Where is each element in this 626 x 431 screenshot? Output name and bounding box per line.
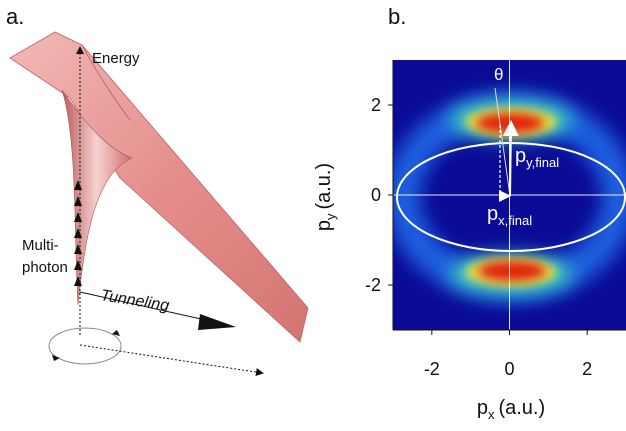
tunneling-arrowhead bbox=[198, 314, 236, 330]
y-axis-label: py (a.u.) bbox=[313, 163, 338, 231]
label-main: p bbox=[313, 220, 335, 231]
label-sub: y bbox=[323, 213, 338, 220]
y-tick-label: -2 bbox=[365, 275, 381, 295]
panel-label: a. bbox=[6, 4, 24, 29]
y-tick-label: 2 bbox=[371, 95, 381, 115]
px-final-label: px,final bbox=[487, 203, 532, 228]
py-final-label: py,final bbox=[515, 145, 559, 170]
py-arrow bbox=[502, 120, 519, 197]
orbit-arrows bbox=[52, 330, 120, 361]
theta-line bbox=[494, 87, 511, 197]
orbit bbox=[48, 327, 122, 365]
multiphoton-label: Multi- photon bbox=[22, 237, 68, 276]
label-main: p bbox=[515, 145, 526, 167]
label-sub: x,final bbox=[498, 213, 532, 228]
tunneling-line bbox=[79, 291, 211, 322]
multiphoton-line: photon bbox=[22, 259, 68, 276]
x-tick-label: 0 bbox=[504, 359, 514, 379]
y-tick-label: 0 bbox=[371, 185, 381, 205]
multiphoton-arrows bbox=[74, 180, 82, 286]
x-tick-label: 2 bbox=[582, 359, 592, 379]
multiphoton-line: Multi- bbox=[22, 237, 59, 254]
panel-label: b. bbox=[388, 4, 406, 29]
label-main: p bbox=[487, 203, 498, 225]
energy-label: Energy bbox=[92, 50, 140, 67]
theta-label: θ bbox=[494, 65, 503, 84]
axes: -2 0 2 -2 0 2 bbox=[365, 60, 626, 379]
x-tick-label: -2 bbox=[424, 359, 440, 379]
x-axis-label: px (a.u.) bbox=[477, 397, 545, 422]
label-unit: (a.u.) bbox=[498, 397, 545, 419]
label-sub: x bbox=[488, 407, 495, 422]
polarization-axis bbox=[79, 344, 264, 377]
label-main: p bbox=[477, 397, 488, 419]
tunneling-label: Tunneling bbox=[99, 287, 170, 315]
label-sub: y,final bbox=[526, 155, 559, 170]
label-unit: (a.u.) bbox=[313, 163, 335, 210]
